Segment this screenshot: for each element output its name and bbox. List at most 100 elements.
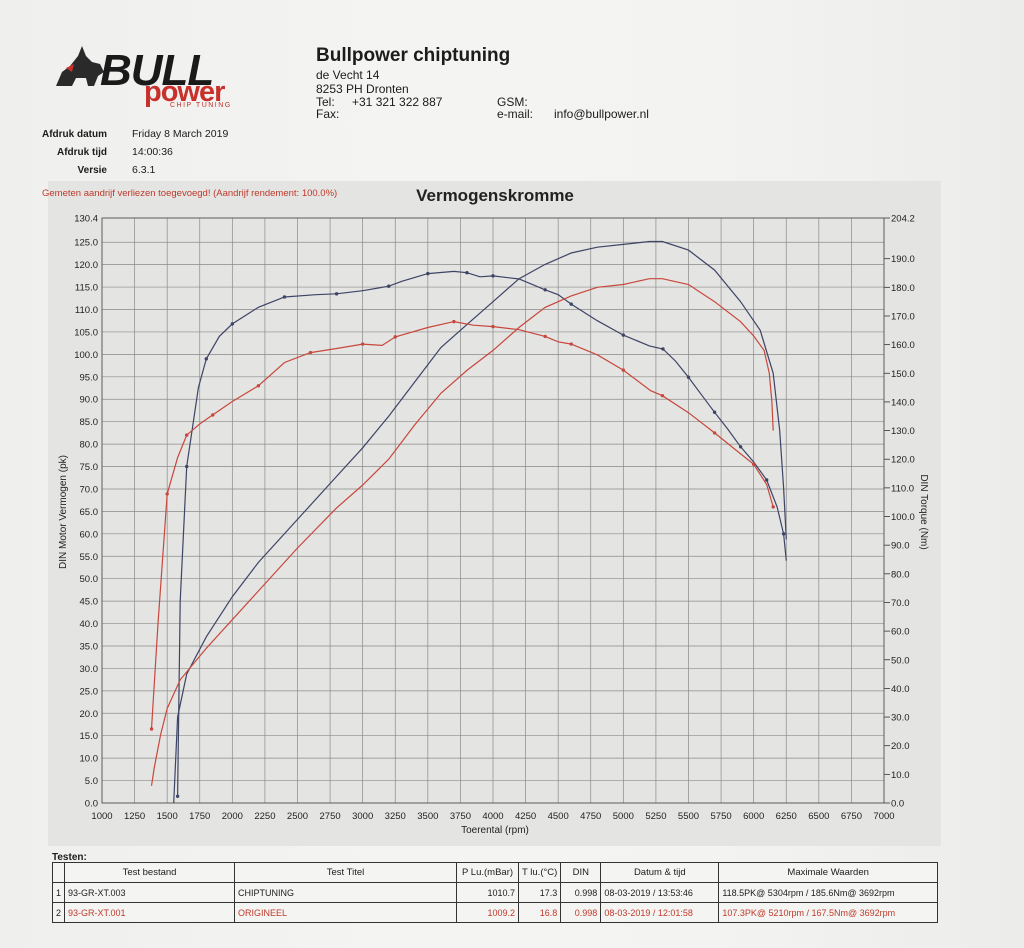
table-row[interactable]: 1 93-GR-XT.003 CHIPTUNING 1010.7 17.3 0.…	[51, 882, 938, 903]
row-datetime: 08-03-2019 / 13:53:46	[600, 882, 720, 903]
col-header-datetime: Datum & tijd	[600, 862, 720, 883]
x-axis-label: Toerental (rpm)	[461, 825, 529, 836]
chart-axes: 1000 1250 1500 1750 2000 2250 2500 2750 3000 3250…	[74, 214, 915, 823]
chart-title: Vermogenskromme	[416, 186, 574, 205]
y-right-tick-label: 204.2	[891, 214, 915, 225]
y-right-tick-label: 120.0	[891, 455, 915, 466]
y-left-tick-label: 80.0	[80, 440, 99, 451]
chart-series	[149, 240, 787, 804]
torque-curve-2	[150, 278, 774, 786]
data-point	[765, 478, 769, 482]
y-left-tick-label: 100.0	[74, 350, 98, 361]
data-point	[334, 292, 339, 296]
data-point	[712, 410, 717, 414]
y-left-tick-label: 75.0	[80, 462, 99, 473]
tel-value: +31 321 322 887	[352, 95, 443, 109]
fax-label: Fax:	[316, 107, 340, 121]
data-point	[751, 462, 756, 466]
data-point	[781, 532, 786, 536]
data-point	[165, 492, 169, 496]
x-tick-label: 1750	[189, 811, 210, 822]
row-file: 93-GR-XT.001	[64, 902, 236, 923]
y-right-tick-label: 80.0	[891, 569, 910, 580]
col-header-file: Test bestand	[64, 862, 236, 883]
y-left-tick-label: 85.0	[80, 417, 99, 428]
data-point	[543, 334, 547, 339]
x-tick-label: 1250	[124, 811, 145, 822]
print-date-value: Friday 8 March 2019	[132, 128, 229, 140]
x-tick-label: 5250	[645, 811, 666, 822]
data-point	[360, 342, 365, 346]
bull-logo-icon	[56, 46, 104, 86]
row-temp: 16.8	[518, 902, 562, 923]
tel-label: Tel:	[316, 95, 335, 109]
x-tick-label: 5750	[711, 811, 732, 822]
data-point	[771, 505, 775, 509]
y-right-tick-label: 20.0	[891, 741, 910, 752]
x-tick-label: 3500	[417, 811, 438, 822]
y-right-tick-label: 50.0	[891, 655, 910, 666]
data-point	[465, 271, 469, 275]
data-point	[308, 350, 313, 355]
y-left-tick-label: 120.0	[74, 260, 98, 271]
print-time-value: 14:00:36	[132, 146, 173, 158]
data-point	[738, 445, 743, 449]
data-point	[569, 302, 573, 306]
table-row[interactable]: 2 93-GR-XT.001 ORIGINEEL 1009.2 16.8 0.9…	[51, 902, 938, 923]
x-tick-label: 6500	[808, 811, 829, 822]
x-tick-label: 4000	[482, 811, 503, 822]
tests-table: Test bestand Test Titel P Lu.(mBar) T lu…	[51, 862, 938, 923]
y-left-tick-label: 125.0	[74, 238, 98, 249]
version-value: 6.3.1	[132, 164, 156, 176]
y-left-tick-label: 45.0	[80, 597, 99, 608]
x-tick-label: 2000	[222, 811, 243, 822]
col-header-temp: T lu.(°C)	[518, 862, 562, 883]
chart-grid	[101, 217, 885, 804]
data-point	[621, 333, 626, 337]
drivetrain-notice: Gemeten aandrijf verliezen toegevoegd! (…	[42, 188, 338, 199]
company-name: Bullpower chiptuning	[316, 45, 511, 66]
y-left-tick-label: 5.0	[85, 776, 98, 787]
y-axis-left-label: DIN Motor Vermogen (pk)	[58, 455, 69, 569]
x-tick-label: 5500	[678, 811, 699, 822]
col-header-din: DIN	[560, 862, 602, 883]
row-din: 0.998	[560, 902, 602, 923]
y-left-tick-label: 50.0	[80, 574, 99, 585]
col-header-title: Test Titel	[234, 862, 458, 883]
logo-text-power: power	[144, 76, 225, 108]
y-left-tick-label: 95.0	[80, 372, 99, 383]
y-right-tick-label: 10.0	[891, 770, 910, 781]
col-header-max: Maximale Waarden	[718, 862, 938, 883]
plot-frame	[101, 217, 885, 804]
x-tick-label: 6250	[776, 811, 797, 822]
y-left-tick-label: 20.0	[80, 709, 99, 720]
x-tick-label: 6000	[743, 811, 764, 822]
y-right-tick-label: 90.0	[891, 541, 910, 552]
y-left-tick-label: 55.0	[80, 552, 99, 563]
x-tick-label: 3000	[352, 811, 373, 822]
data-point	[491, 274, 495, 278]
x-tick-label: 6750	[841, 811, 862, 822]
x-tick-label: 4750	[580, 811, 601, 822]
data-point	[393, 335, 397, 339]
y-right-tick-label: 140.0	[891, 397, 915, 408]
row-pressure: 1010.7	[456, 882, 520, 903]
y-left-tick-label: 65.0	[80, 507, 99, 518]
y-right-tick-label: 0.0	[891, 799, 904, 810]
y-left-tick-label: 115.0	[75, 283, 98, 294]
power-curve-1	[177, 270, 787, 797]
data-point	[569, 342, 573, 346]
y-right-tick-label: 110.0	[891, 483, 914, 494]
logo-text-bull: BULL	[100, 46, 214, 95]
tests-header-row: Test bestand Test Titel P Lu.(mBar) T lu…	[51, 862, 938, 883]
y-left-tick-label: 70.0	[80, 484, 99, 495]
x-tick-label: 1500	[157, 811, 178, 822]
y-left-tick-label: 60.0	[80, 529, 99, 540]
y-left-tick-label: 30.0	[80, 664, 99, 675]
col-header-nr	[51, 862, 66, 883]
row-temp: 17.3	[518, 882, 562, 903]
y-left-tick-label: 0.0	[85, 799, 98, 810]
data-point	[387, 284, 391, 288]
y-left-tick-label: 110.0	[75, 305, 98, 316]
x-tick-label: 3750	[450, 811, 471, 822]
